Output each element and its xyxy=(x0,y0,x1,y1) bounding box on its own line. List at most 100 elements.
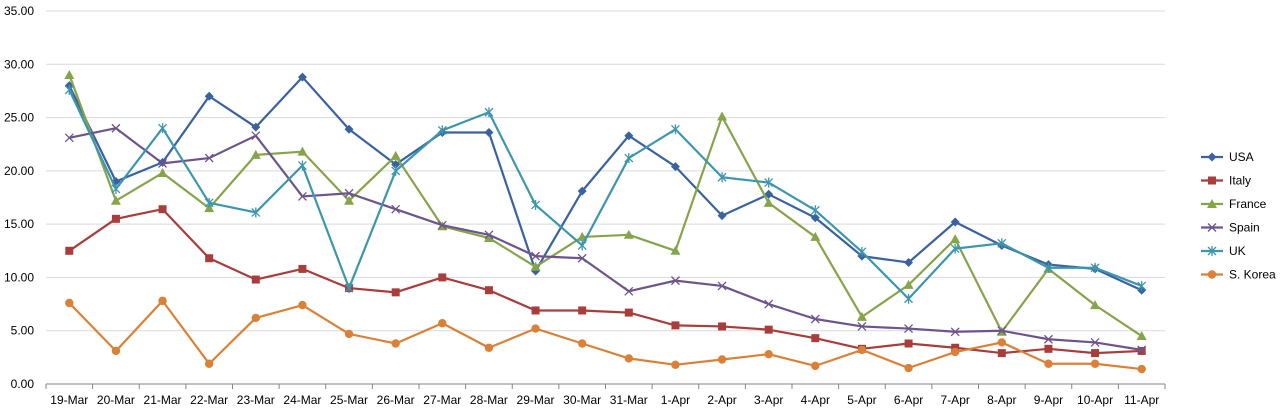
data-point-s-korea xyxy=(1044,359,1053,368)
data-point-usa xyxy=(717,211,727,221)
x-tick-label: 4-Apr xyxy=(801,393,830,407)
data-point-uk xyxy=(204,197,214,208)
data-point-uk xyxy=(158,123,168,134)
data-point-france xyxy=(250,149,261,159)
data-point-france xyxy=(530,261,541,271)
series-line-spain xyxy=(69,127,1142,351)
data-point-spain xyxy=(810,314,820,324)
data-point-italy xyxy=(764,325,773,334)
series-france xyxy=(64,69,1147,341)
x-tick-label: 1-Apr xyxy=(661,393,690,407)
legend-item-usa: USA xyxy=(1201,150,1254,164)
data-point-uk xyxy=(1090,262,1100,273)
data-point-italy xyxy=(111,214,120,223)
data-point-uk xyxy=(950,243,960,254)
data-point-s-korea xyxy=(204,359,214,368)
data-point-usa xyxy=(950,217,960,227)
data-point-france xyxy=(297,146,308,156)
legend-item-italy: Italy xyxy=(1201,174,1251,188)
y-tick-label: 30.00 xyxy=(4,57,34,71)
data-point-s-korea xyxy=(111,346,121,356)
data-point-france xyxy=(856,311,867,321)
data-point-usa xyxy=(344,124,354,134)
data-point-s-korea xyxy=(251,313,261,323)
data-point-spain xyxy=(437,220,447,230)
legend-label: UK xyxy=(1229,244,1246,258)
data-point-uk xyxy=(64,84,74,95)
x-tick-label: 19-Mar xyxy=(50,393,88,407)
data-point-france xyxy=(670,245,681,255)
data-point-spain xyxy=(857,321,867,331)
data-point-spain xyxy=(764,299,774,309)
series-line-s-korea xyxy=(68,299,1142,371)
data-point-s-korea xyxy=(391,339,400,348)
data-point-uk xyxy=(484,107,494,118)
x-tick-label: 23-Mar xyxy=(237,393,275,407)
x-tick-label: 31-Mar xyxy=(610,393,648,407)
data-point-italy xyxy=(671,321,680,330)
legend-label: Spain xyxy=(1229,221,1260,235)
x-tick-label: 11-Apr xyxy=(1124,393,1159,407)
data-point-spain xyxy=(391,204,401,214)
legend-swatch-marker xyxy=(1207,270,1217,279)
data-point-s-korea xyxy=(298,300,307,310)
data-point-italy xyxy=(578,306,587,315)
data-point-uk xyxy=(531,199,541,210)
data-point-spain xyxy=(297,191,307,201)
data-point-spain xyxy=(158,158,168,168)
data-point-italy xyxy=(997,349,1006,358)
y-tick-label: 10.00 xyxy=(4,270,34,284)
x-tick-label: 5-Apr xyxy=(847,393,876,407)
data-point-italy xyxy=(1137,346,1146,355)
data-point-s-korea xyxy=(997,338,1007,347)
y-tick-label: 25.00 xyxy=(4,111,34,125)
data-point-s-korea xyxy=(904,363,913,373)
data-point-spain xyxy=(717,281,727,291)
data-point-s-korea xyxy=(764,349,773,359)
data-point-spain xyxy=(204,153,214,163)
x-tick-label: 10-Apr xyxy=(1077,393,1113,407)
data-point-usa xyxy=(204,91,214,101)
data-point-italy xyxy=(718,322,727,331)
x-tick-label: 21-Mar xyxy=(144,393,182,407)
data-point-italy xyxy=(298,264,307,273)
x-axis-tick-labels: 19-Mar 20-Mar 21-Mar 22-Mar 23-Mar 24-Mar 25-M… xyxy=(50,393,1159,407)
data-point-france xyxy=(157,167,168,177)
data-point-italy xyxy=(951,343,960,352)
series-uk xyxy=(64,84,1147,304)
data-point-spain xyxy=(111,123,121,133)
data-point-s-korea xyxy=(65,298,74,308)
x-tick-label: 9-Apr xyxy=(1034,393,1063,407)
x-tick-label: 3-Apr xyxy=(754,393,783,407)
x-tick-label: 26-Mar xyxy=(377,393,415,407)
series-spain xyxy=(64,123,1147,355)
y-tick-label: 5.00 xyxy=(11,324,35,338)
data-point-italy xyxy=(438,273,447,282)
data-point-s-korea xyxy=(950,347,960,357)
legend-label: S. Korea xyxy=(1229,268,1276,282)
legend: USA Italy France Spain UK S. Korea xyxy=(1201,150,1276,282)
data-point-france xyxy=(1090,300,1101,310)
data-point-france xyxy=(110,195,121,205)
data-point-s-korea xyxy=(438,319,447,328)
data-point-uk xyxy=(297,160,307,171)
data-point-italy xyxy=(1091,349,1100,358)
y-tick-label: 20.00 xyxy=(4,164,34,178)
data-point-s-korea xyxy=(158,296,167,306)
data-point-france xyxy=(64,69,75,79)
data-point-italy xyxy=(484,286,493,295)
legend-item-uk: UK xyxy=(1201,244,1246,258)
data-point-france xyxy=(810,231,821,241)
data-point-spain xyxy=(484,230,494,240)
data-point-uk xyxy=(1137,280,1147,291)
data-point-s-korea xyxy=(484,343,494,352)
data-point-usa xyxy=(484,127,494,137)
data-point-italy xyxy=(811,334,820,343)
data-point-uk xyxy=(577,240,587,251)
x-tick-label: 7-Apr xyxy=(941,393,970,407)
y-tick-label: 0.00 xyxy=(11,377,35,391)
data-point-uk xyxy=(624,153,634,164)
data-point-s-korea xyxy=(624,354,634,363)
legend-swatch-marker xyxy=(1207,246,1217,256)
y-axis-tick-labels: 0.00 5.00 10.00 15.00 20.00 25.00 30.00 35.00 xyxy=(4,4,34,391)
